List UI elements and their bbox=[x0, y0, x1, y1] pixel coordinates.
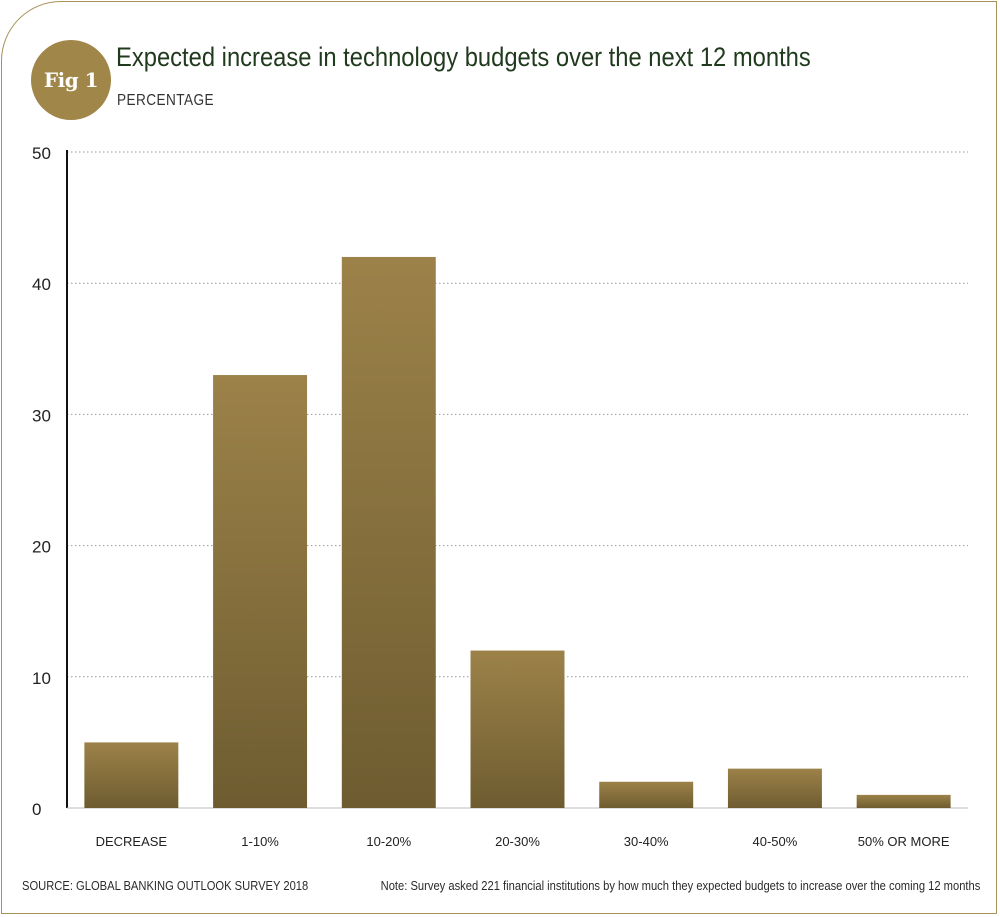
y-tick-label: 40 bbox=[32, 275, 51, 294]
note-text: Note: Survey asked 221 financial institu… bbox=[380, 878, 980, 893]
chart-subtitle: PERCENTAGE bbox=[117, 92, 214, 109]
x-tick-label: 1-10% bbox=[241, 834, 279, 849]
bar-40-50- bbox=[727, 768, 822, 808]
bar-20-30- bbox=[470, 650, 565, 808]
x-tick-label: 30-40% bbox=[624, 834, 669, 849]
source-text: SOURCE: GLOBAL BANKING OUTLOOK SURVEY 20… bbox=[22, 878, 309, 893]
bar-decrease bbox=[84, 742, 179, 808]
bar-30-40- bbox=[599, 781, 694, 808]
bar-50-or-more bbox=[856, 794, 951, 808]
x-tick-label: 50% OR MORE bbox=[858, 834, 950, 849]
bar-1-10- bbox=[213, 375, 308, 808]
x-tick-label: 10-20% bbox=[366, 834, 411, 849]
y-tick-label: 0 bbox=[32, 800, 41, 819]
chart-title: Expected increase in technology budgets … bbox=[116, 42, 811, 72]
y-tick-label: 10 bbox=[32, 669, 51, 688]
y-tick-label: 50 bbox=[32, 144, 51, 163]
y-tick-label: 30 bbox=[32, 406, 51, 425]
x-tick-label: 20-30% bbox=[495, 834, 540, 849]
y-tick-label: 20 bbox=[32, 538, 51, 557]
bar-10-20- bbox=[341, 256, 436, 809]
x-tick-label: 40-50% bbox=[753, 834, 798, 849]
figure-badge: Fig 1 bbox=[31, 40, 111, 120]
x-tick-label: DECREASE bbox=[96, 834, 168, 849]
